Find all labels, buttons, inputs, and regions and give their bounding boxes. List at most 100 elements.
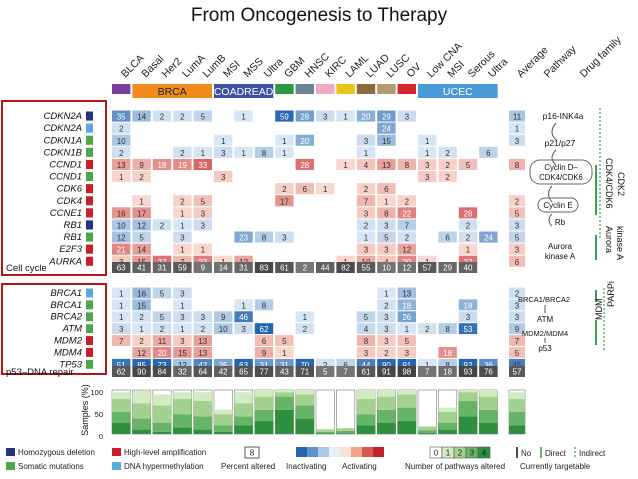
percent-altered-cell — [173, 262, 192, 273]
percent-altered-cell — [356, 262, 376, 273]
cell-value: 18 — [443, 349, 452, 358]
heatmap-cell — [193, 311, 212, 323]
alteration-type-swatch — [86, 135, 93, 145]
cell-value: 3 — [201, 209, 206, 218]
cell-value: 2 — [405, 197, 410, 206]
average-value: 7 — [515, 337, 520, 346]
heatmap-cell — [214, 311, 233, 323]
average-value: 5 — [515, 209, 520, 218]
cell-value: 6 — [303, 185, 308, 194]
legend-pathway-count: 2 — [458, 449, 463, 458]
cell-value: 20 — [158, 349, 167, 358]
cell-value: 2 — [466, 234, 471, 243]
heatmap-cell — [356, 219, 376, 231]
cell-value: 2 — [303, 325, 308, 334]
percent-altered-cell — [152, 366, 172, 377]
cell-value: 2 — [119, 149, 124, 158]
cell-value: 8 — [405, 161, 410, 170]
percent-altered-cell — [234, 262, 253, 273]
gene-label: CDK4 — [57, 196, 82, 207]
percent-altered-value: 55 — [362, 264, 371, 273]
heatmap-cell — [173, 311, 192, 323]
pathway-node: ATM — [537, 315, 554, 324]
heatmap-cell — [356, 146, 376, 158]
percent-altered-cell — [438, 262, 457, 273]
average-cell — [509, 335, 525, 346]
cell-value: 6 — [343, 361, 348, 370]
percent-altered-value: 31 — [239, 264, 248, 273]
samples-bar-segment — [509, 398, 525, 412]
cell-value: 6 — [262, 337, 267, 346]
heatmap-cell — [112, 219, 131, 231]
average-cell — [509, 134, 525, 146]
cell-value: 2 — [160, 113, 165, 122]
heatmap-cell — [112, 207, 131, 219]
legend-gradient-step — [373, 447, 384, 457]
gene-label: BRCA1 — [50, 288, 82, 299]
samples-bar-segment — [377, 409, 396, 423]
samples-bar-segment — [438, 423, 457, 430]
heatmap-cell — [132, 299, 151, 311]
samples-bar-segment — [458, 401, 478, 417]
pathway-node: CDK4/CDK6 — [539, 173, 583, 182]
cell-value: 2 — [364, 222, 369, 231]
cell-value: 17 — [137, 209, 146, 218]
heatmap-cell — [458, 358, 478, 370]
cell-value: 44 — [362, 361, 371, 370]
heatmap-cell — [214, 134, 233, 146]
average-cell — [509, 299, 525, 311]
percent-altered-value: 62 — [117, 368, 126, 377]
cell-value: 3 — [384, 313, 389, 322]
samples-bar-segment — [438, 412, 457, 423]
percent-altered-cell — [295, 366, 314, 377]
legend-percent-example: 8 — [250, 449, 255, 458]
samples-bar-segment — [275, 409, 294, 434]
heatmap-cell — [112, 323, 131, 335]
drug-family-header: Drug family — [578, 34, 625, 81]
percent-altered-value: 93 — [464, 368, 473, 377]
heatmap-cell — [418, 358, 437, 370]
heatmap-cell — [377, 255, 396, 267]
average-value: 3 — [515, 301, 520, 310]
heatmap-cell — [397, 323, 416, 335]
drug-family-label: PARPi — [606, 281, 616, 307]
cell-value: 1 — [282, 137, 287, 146]
legend-label: DNA hypermethylation — [124, 462, 204, 471]
heatmap-cell — [173, 207, 192, 219]
heatmap-cell — [193, 323, 212, 335]
legend-label: Currently targetable — [520, 462, 591, 471]
legend-gradient-step — [351, 447, 362, 457]
cell-value: 1 — [139, 325, 144, 334]
heatmap-cell — [377, 358, 396, 370]
heatmap-cell — [254, 146, 274, 158]
samples-bar-segment — [214, 409, 233, 415]
cell-value: 3 — [201, 313, 206, 322]
samples-bar-segment — [112, 392, 131, 399]
samples-bar-segment — [193, 429, 212, 434]
heatmap-cell — [356, 311, 376, 323]
cell-value: 1 — [364, 149, 369, 158]
cell-value: 73 — [158, 361, 167, 370]
heatmap-cell — [295, 323, 314, 335]
cell-value: 12 — [178, 361, 187, 370]
heatmap-cell — [173, 335, 192, 346]
percent-altered-value: 90 — [137, 368, 146, 377]
heatmap-cell — [316, 358, 335, 370]
cell-value: 13 — [198, 349, 207, 358]
heatmap-cell — [112, 158, 131, 170]
heatmap-cell — [377, 122, 396, 134]
heatmap-cell — [132, 207, 151, 219]
cell-cycle-label: Cell cycle — [6, 263, 47, 274]
samples-bar-segment — [214, 425, 233, 432]
percent-altered-cell — [438, 366, 457, 377]
samples-bar-segment — [336, 428, 355, 431]
heatmap-cell — [112, 255, 131, 267]
cell-value: 2 — [466, 222, 471, 231]
cell-value: 17 — [280, 197, 289, 206]
samples-bar-segment — [418, 426, 437, 431]
heatmap-cell — [397, 347, 416, 358]
legend-pathway-count: 1 — [446, 449, 451, 458]
cell-value: 1 — [201, 246, 206, 255]
pathway-node: p53 — [538, 344, 552, 353]
